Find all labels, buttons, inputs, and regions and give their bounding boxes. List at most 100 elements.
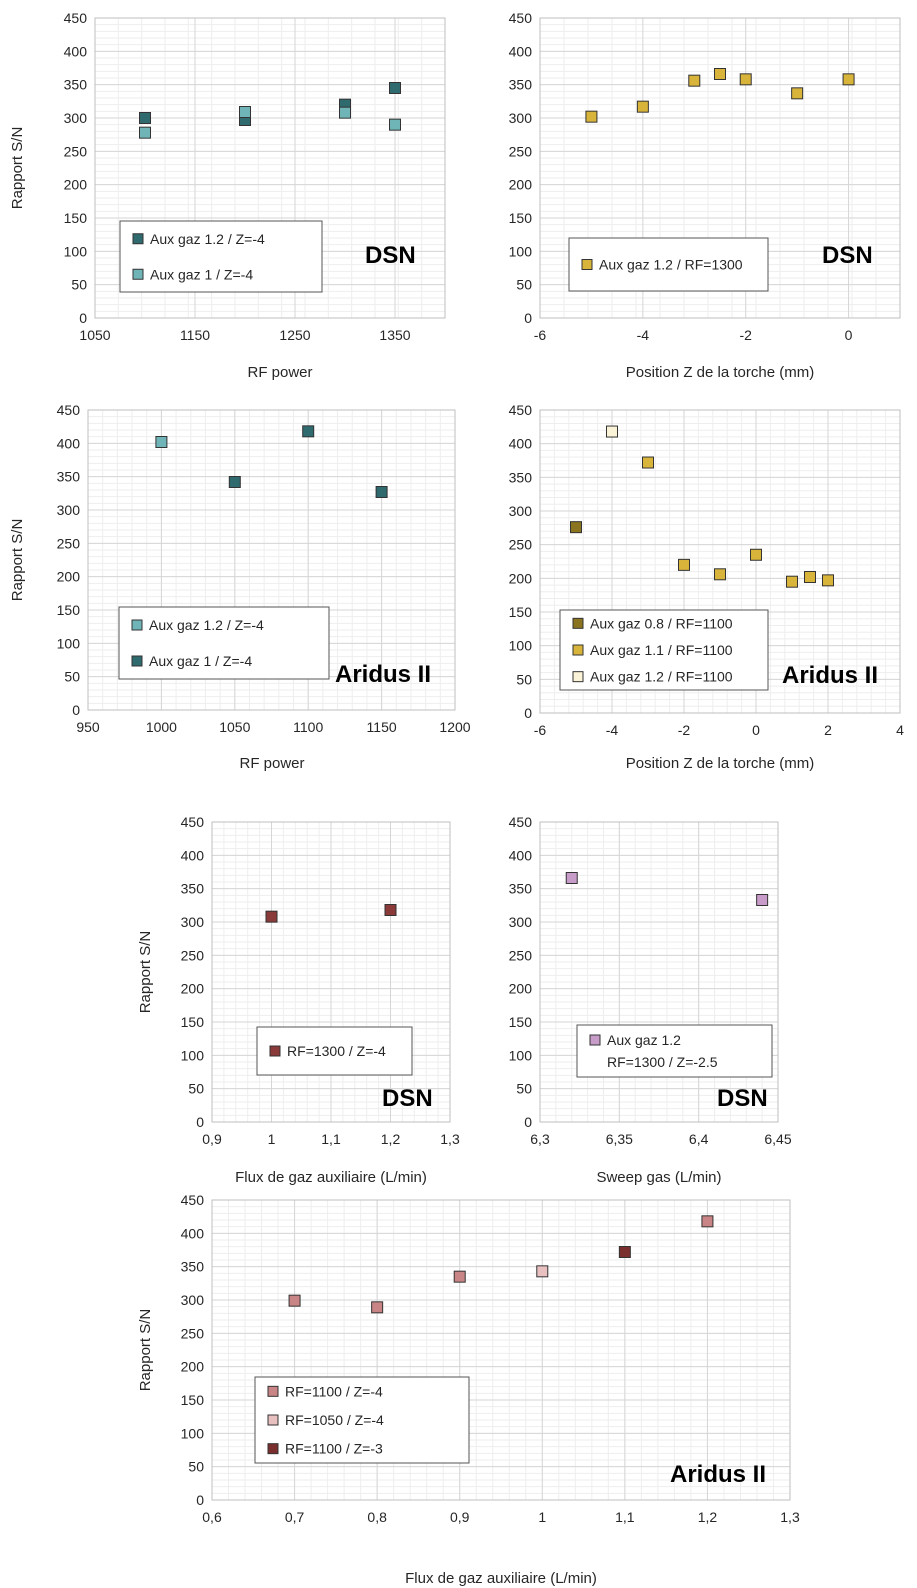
y-tick-label: 100 (57, 635, 81, 651)
x-tick-label: 6,4 (689, 1131, 709, 1147)
y-tick-label: 100 (509, 243, 533, 259)
x-tick-label: 1200 (439, 719, 470, 735)
y-tick-label: 400 (509, 847, 533, 863)
y-tick-label: 400 (181, 1225, 205, 1241)
legend-box (254, 1376, 470, 1464)
data-point (618, 1246, 631, 1258)
data-point (239, 106, 251, 118)
y-tick-label: 100 (64, 243, 88, 259)
chart-p6: 0 50 100 150 200 250 300 350 400 450 6,3 6,35 6,4 6,4… (509, 814, 792, 1186)
y-tick-label: 350 (181, 881, 205, 897)
y-tick-label: 50 (188, 1081, 204, 1097)
data-point (139, 112, 151, 124)
y-tick-label: 450 (509, 814, 533, 830)
legend-box (256, 1026, 413, 1076)
data-point (756, 894, 769, 906)
y-tick-label: 0 (196, 1492, 204, 1508)
y-tick-label: 350 (509, 469, 533, 485)
y-tick-label: 450 (181, 1192, 205, 1208)
chart-p5: 0 50 100 150 200 250 300 350 400 450 0,9 1 1,1 1,2 1,3… (137, 814, 460, 1186)
y-tick-label: 150 (181, 1392, 205, 1408)
x-tick-label: 0 (845, 327, 853, 343)
y-tick-label: 0 (524, 1114, 532, 1130)
y-tick-label: 150 (509, 210, 533, 226)
x-tick-label: 0,6 (202, 1509, 222, 1525)
y-tick-label: 50 (188, 1459, 204, 1475)
data-point (714, 568, 726, 581)
chart-p2: 0 50 100 150 200 250 300 350 400 450 -6 -4 -2 0 Positi… (509, 10, 901, 381)
legend-marker (572, 644, 584, 656)
legend-marker (132, 268, 144, 280)
y-tick-label: 150 (57, 602, 81, 618)
data-point (570, 521, 582, 534)
data-point (536, 1265, 549, 1278)
y-tick-label: 150 (509, 1014, 533, 1030)
data-point (636, 100, 649, 113)
y-tick-label: 400 (57, 435, 81, 451)
x-tick-label: 1250 (279, 327, 310, 343)
legend-marker (267, 1414, 279, 1426)
data-point (791, 87, 804, 100)
y-tick-label: 450 (64, 10, 88, 26)
data-point (750, 548, 762, 561)
y-tick-label: 200 (181, 981, 205, 997)
legend-label: Aux gaz 1.2 / Z=-4 (150, 231, 265, 247)
legend-box (118, 606, 330, 680)
x-axis-label: Position Z de la torche (mm) (626, 755, 814, 772)
legend-box (576, 1024, 773, 1078)
instrument-label: Aridus II (335, 661, 431, 688)
instrument-label: Aridus II (670, 1461, 766, 1488)
x-tick-label: 1,3 (780, 1509, 800, 1525)
y-tick-label: 300 (509, 914, 533, 930)
y-tick-label: 150 (509, 604, 533, 620)
legend-label: RF=1050 / Z=-4 (285, 1412, 384, 1428)
x-tick-label: 2 (824, 722, 832, 738)
data-point (786, 575, 798, 588)
y-tick-label: 150 (181, 1014, 205, 1030)
x-tick-label: 6,3 (530, 1131, 550, 1147)
y-tick-label: 150 (64, 210, 88, 226)
y-tick-label: 50 (516, 277, 532, 293)
legend-marker (267, 1385, 279, 1397)
y-tick-label: 350 (509, 77, 533, 93)
data-point (678, 558, 690, 571)
data-point (642, 456, 654, 469)
y-tick-label: 0 (72, 702, 80, 718)
x-tick-label: 1 (268, 1131, 276, 1147)
plot-area (211, 821, 451, 1123)
x-axis-label: RF power (239, 755, 304, 772)
x-tick-label: 6,35 (606, 1131, 633, 1147)
y-axis-label: Rapport S/N (9, 127, 26, 210)
legend-marker (267, 1443, 279, 1455)
data-point (265, 910, 278, 923)
legend-box (119, 220, 323, 293)
data-point (384, 904, 397, 916)
x-tick-label: 0 (752, 722, 760, 738)
y-tick-label: 200 (509, 570, 533, 586)
instrument-label: DSN (822, 242, 873, 269)
y-tick-label: 300 (181, 914, 205, 930)
y-tick-label: 200 (509, 177, 533, 193)
legend-label: Aux gaz 1.2 (607, 1032, 681, 1048)
y-tick-label: 50 (516, 1081, 532, 1097)
y-tick-label: 300 (509, 110, 533, 126)
legend-box (568, 237, 769, 292)
y-tick-label: 100 (181, 1047, 205, 1063)
legend-label: Aux gaz 1 / Z=-4 (150, 266, 253, 282)
x-tick-label: 1100 (293, 719, 323, 735)
plot-area (211, 1199, 791, 1501)
legend-marker (131, 619, 143, 631)
x-tick-label: 1000 (146, 719, 177, 735)
y-tick-label: 250 (57, 535, 81, 551)
instrument-label: DSN (382, 1085, 433, 1112)
x-axis-label: RF power (247, 364, 312, 381)
data-point (371, 1301, 384, 1314)
y-tick-label: 100 (509, 1047, 533, 1063)
x-tick-label: 0,9 (450, 1509, 470, 1525)
x-tick-label: 1,3 (440, 1131, 460, 1147)
x-tick-label: 0,9 (202, 1131, 222, 1147)
data-point (585, 110, 598, 123)
y-tick-label: 0 (79, 310, 87, 326)
x-tick-label: 6,45 (764, 1131, 791, 1147)
y-tick-label: 50 (516, 671, 532, 687)
